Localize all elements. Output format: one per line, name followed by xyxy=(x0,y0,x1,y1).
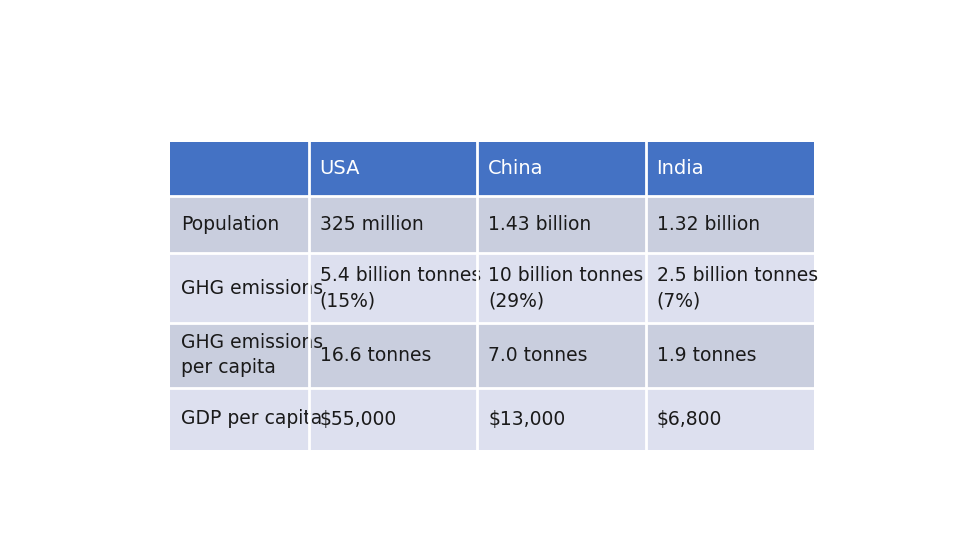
Text: 5.4 billion tonnes
(15%): 5.4 billion tonnes (15%) xyxy=(320,266,481,310)
Text: $55,000: $55,000 xyxy=(320,409,396,429)
Bar xyxy=(646,195,814,253)
Text: GHG emissions: GHG emissions xyxy=(181,279,324,298)
Bar xyxy=(477,323,646,388)
Bar xyxy=(170,323,309,388)
Bar xyxy=(309,388,477,450)
Bar xyxy=(646,323,814,388)
Text: GHG emissions
per capita: GHG emissions per capita xyxy=(181,334,324,377)
Text: $13,000: $13,000 xyxy=(488,409,565,429)
Text: 1.32 billion: 1.32 billion xyxy=(657,215,759,234)
Bar xyxy=(309,195,477,253)
Text: 325 million: 325 million xyxy=(320,215,423,234)
Bar xyxy=(170,388,309,450)
Bar xyxy=(170,195,309,253)
Bar xyxy=(477,142,646,195)
Text: 1.9 tonnes: 1.9 tonnes xyxy=(657,346,756,365)
Text: 1.43 billion: 1.43 billion xyxy=(488,215,591,234)
Text: 16.6 tonnes: 16.6 tonnes xyxy=(320,346,431,365)
Bar xyxy=(646,142,814,195)
Text: $6,800: $6,800 xyxy=(657,409,722,429)
Bar xyxy=(309,323,477,388)
Bar xyxy=(309,253,477,323)
Bar xyxy=(477,195,646,253)
Text: India: India xyxy=(657,159,705,178)
Bar xyxy=(477,388,646,450)
Text: Population: Population xyxy=(181,215,279,234)
Bar xyxy=(646,253,814,323)
Text: 2.5 billion tonnes
(7%): 2.5 billion tonnes (7%) xyxy=(657,266,818,310)
Bar xyxy=(477,253,646,323)
Text: USA: USA xyxy=(320,159,360,178)
Text: 10 billion tonnes
(29%): 10 billion tonnes (29%) xyxy=(488,266,643,310)
Bar xyxy=(309,142,477,195)
Text: 7.0 tonnes: 7.0 tonnes xyxy=(488,346,588,365)
Bar xyxy=(170,142,309,195)
Text: China: China xyxy=(488,159,543,178)
Bar xyxy=(170,253,309,323)
Text: GDP per capita: GDP per capita xyxy=(181,409,323,429)
Bar xyxy=(646,388,814,450)
